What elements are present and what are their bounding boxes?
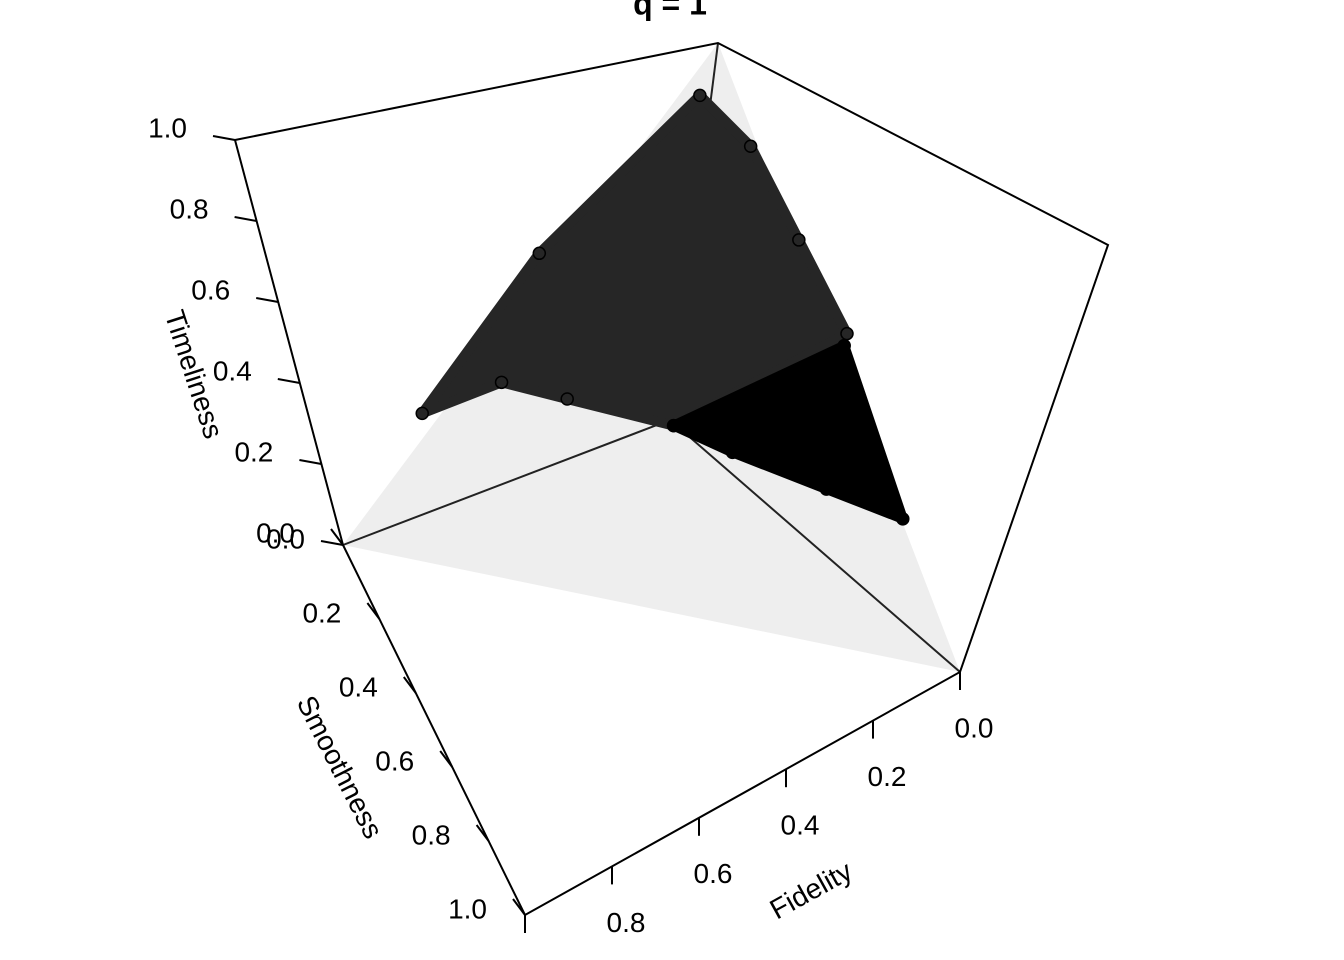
data-point [415, 406, 429, 421]
tick-label: 0.8 [607, 907, 646, 938]
tick-mark [402, 676, 417, 694]
tick-label: 0.6 [375, 745, 414, 776]
tick-mark [277, 378, 300, 384]
chart-title: q = 1 [633, 0, 707, 21]
tick-label: 0.2 [868, 761, 907, 792]
tick-label: 0.4 [213, 355, 252, 386]
tick-label: 0.4 [339, 671, 378, 702]
box-line [669, 419, 961, 673]
tick-mark [299, 459, 322, 465]
tick-mark [366, 602, 381, 620]
data-point [494, 375, 509, 390]
tick-mark [212, 135, 236, 141]
tick-label: 0.8 [412, 819, 451, 850]
tick-mark [234, 216, 257, 222]
tick-mark [330, 528, 344, 546]
data-point [792, 233, 806, 247]
tick-mark [439, 750, 454, 768]
tick-label: 1.0 [520, 955, 559, 960]
tick-label: 0.2 [302, 597, 341, 628]
tick-mark [256, 297, 279, 303]
data-point [532, 246, 547, 261]
data-point [840, 326, 854, 341]
data-point [896, 512, 910, 526]
tick-label: 1.0 [448, 893, 487, 924]
data-point [819, 482, 834, 496]
tick-label: 0.2 [234, 436, 273, 467]
tick-label: 0.0 [256, 517, 295, 548]
tick-label: 0.0 [266, 523, 305, 554]
data-point [743, 139, 758, 154]
data-point [560, 392, 574, 406]
point-cloud [417, 90, 852, 431]
tick-label: 0.4 [781, 810, 820, 841]
data-point [837, 338, 851, 353]
tick-label: 0.0 [955, 712, 994, 743]
tick-label: 0.6 [694, 858, 733, 889]
data-point [693, 88, 707, 103]
tick-mark [320, 540, 344, 546]
tick-mark [475, 824, 490, 842]
tick-label: 0.8 [170, 193, 209, 224]
point-cloud [668, 340, 908, 524]
data-point [725, 445, 740, 460]
tick-label: 0.6 [191, 274, 230, 305]
box-line [342, 419, 671, 546]
x-axis-title: Fidelity [765, 855, 858, 925]
tick-mark [512, 898, 526, 916]
data-point [666, 418, 681, 433]
tick-label: 1.0 [148, 112, 187, 143]
